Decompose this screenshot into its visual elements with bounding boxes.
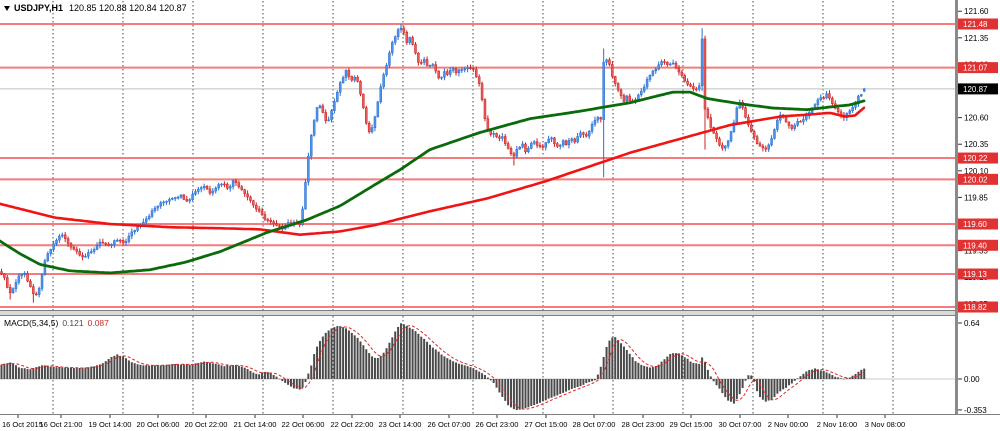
svg-text:22 Oct 06:00: 22 Oct 06:00 bbox=[282, 420, 325, 429]
svg-text:121.60: 121.60 bbox=[964, 7, 989, 16]
macd-signal-value: 0.087 bbox=[87, 318, 109, 328]
svg-text:27 Oct 15:00: 27 Oct 15:00 bbox=[525, 420, 568, 429]
ohlc-readout: 120.85 120.88 120.84 120.87 bbox=[69, 3, 187, 13]
fast-ma-line-green bbox=[0, 90, 866, 275]
time-axis[interactable] bbox=[0, 415, 1000, 431]
svg-text:26 Oct 07:00: 26 Oct 07:00 bbox=[428, 420, 471, 429]
svg-text:121.07: 121.07 bbox=[963, 64, 988, 73]
svg-text:119.13: 119.13 bbox=[963, 270, 987, 279]
macd-name: MACD(5,34,5) bbox=[4, 318, 59, 328]
macd-indicator-label[interactable]: MACD(5,34,5) 0.121 0.087 bbox=[4, 318, 109, 328]
macd-main-value: 0.121 bbox=[62, 318, 84, 328]
symbol-period-label: USDJPY,H1 bbox=[14, 3, 64, 13]
price-level-tags: 121.48121.07120.22120.02119.60119.40119.… bbox=[958, 18, 998, 313]
chart-title-bar[interactable]: USDJPY,H1 120.85 120.88 120.84 120.87 bbox=[4, 3, 187, 13]
slow-ma-line-red bbox=[0, 106, 866, 236]
svg-text:121.35: 121.35 bbox=[964, 34, 989, 43]
svg-text:120.10: 120.10 bbox=[964, 167, 989, 176]
svg-text:28 Oct 23:00: 28 Oct 23:00 bbox=[622, 420, 665, 429]
svg-text:22 Oct 22:00: 22 Oct 22:00 bbox=[331, 420, 374, 429]
svg-text:118.82: 118.82 bbox=[963, 303, 987, 312]
price-level-tag[interactable] bbox=[958, 268, 998, 280]
macd-signal-line bbox=[1, 325, 865, 410]
price-level-tag[interactable] bbox=[958, 62, 998, 74]
svg-text:2 Nov 00:00: 2 Nov 00:00 bbox=[768, 420, 808, 429]
price-level-tag[interactable] bbox=[958, 173, 998, 185]
svg-text:119.85: 119.85 bbox=[964, 193, 988, 202]
svg-text:2 Nov 16:00: 2 Nov 16:00 bbox=[817, 420, 857, 429]
svg-text:20 Oct 22:00: 20 Oct 22:00 bbox=[185, 420, 228, 429]
svg-text:16 Oct 2015: 16 Oct 2015 bbox=[2, 420, 43, 429]
svg-text:120.02: 120.02 bbox=[963, 175, 988, 184]
svg-text:3 Nov 08:00: 3 Nov 08:00 bbox=[865, 420, 905, 429]
price-axis-border bbox=[955, 0, 958, 414]
svg-text:23 Oct 14:00: 23 Oct 14:00 bbox=[379, 420, 422, 429]
svg-text:119.35: 119.35 bbox=[964, 247, 988, 256]
svg-text:120.22: 120.22 bbox=[963, 154, 988, 163]
svg-text:119.40: 119.40 bbox=[963, 241, 987, 250]
panel-divider[interactable] bbox=[0, 311, 1000, 315]
svg-text:30 Oct 07:00: 30 Oct 07:00 bbox=[719, 420, 762, 429]
price-level-lines bbox=[0, 23, 956, 308]
svg-text:120.60: 120.60 bbox=[964, 114, 989, 123]
svg-text:119.60: 119.60 bbox=[963, 220, 987, 229]
svg-text:28 Oct 07:00: 28 Oct 07:00 bbox=[573, 420, 616, 429]
symbol-dropdown-icon[interactable] bbox=[4, 6, 10, 11]
svg-text:16 Oct 21:00: 16 Oct 21:00 bbox=[40, 420, 83, 429]
price-level-tag[interactable] bbox=[958, 152, 998, 164]
svg-text:120.87: 120.87 bbox=[963, 85, 988, 94]
svg-text:26 Oct 23:00: 26 Oct 23:00 bbox=[476, 420, 519, 429]
svg-text:29 Oct 15:00: 29 Oct 15:00 bbox=[670, 420, 713, 429]
price-level-tag[interactable] bbox=[958, 239, 998, 251]
current-price-tag bbox=[958, 83, 998, 95]
svg-text:0.00: 0.00 bbox=[964, 375, 980, 384]
svg-text:19 Oct 14:00: 19 Oct 14:00 bbox=[89, 420, 132, 429]
svg-text:21 Oct 14:00: 21 Oct 14:00 bbox=[234, 420, 277, 429]
candlestick-series bbox=[0, 24, 866, 303]
price-level-tag[interactable] bbox=[958, 218, 998, 230]
svg-text:20 Oct 06:00: 20 Oct 06:00 bbox=[137, 420, 180, 429]
macd-histogram bbox=[0, 323, 866, 411]
price-level-tag[interactable] bbox=[958, 18, 998, 30]
svg-text:121.48: 121.48 bbox=[963, 20, 988, 29]
svg-text:0.64: 0.64 bbox=[964, 319, 980, 328]
svg-text:120.35: 120.35 bbox=[964, 140, 989, 149]
svg-text:-0.353: -0.353 bbox=[964, 406, 987, 415]
price-level-tag[interactable] bbox=[958, 301, 998, 313]
